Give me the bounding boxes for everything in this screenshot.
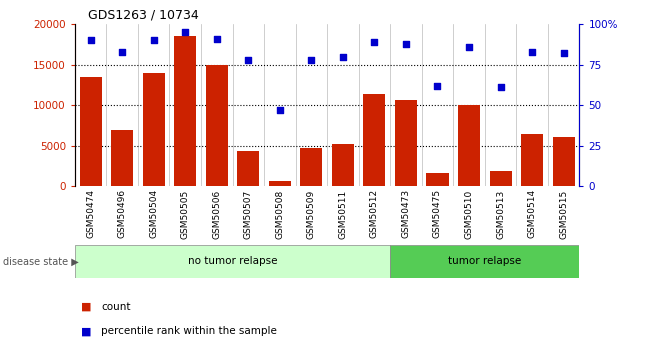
Point	[527, 49, 537, 55]
Bar	[332, 144, 354, 186]
Text: GSM50510: GSM50510	[465, 189, 473, 238]
Bar	[269, 181, 291, 186]
Bar	[426, 173, 449, 186]
Text: GSM50505: GSM50505	[181, 189, 189, 238]
Bar	[490, 171, 512, 186]
Bar	[143, 73, 165, 186]
Text: GSM50496: GSM50496	[118, 189, 127, 238]
Point	[148, 38, 159, 43]
Point	[464, 44, 474, 50]
Text: GSM50504: GSM50504	[149, 189, 158, 238]
Point	[180, 29, 191, 35]
Text: GSM50509: GSM50509	[307, 189, 316, 238]
Text: tumor relapse: tumor relapse	[448, 256, 521, 266]
Bar	[553, 137, 575, 186]
Text: GSM50507: GSM50507	[243, 189, 253, 238]
Text: disease state ▶: disease state ▶	[3, 256, 79, 266]
Text: GSM50506: GSM50506	[212, 189, 221, 238]
Bar	[206, 65, 228, 186]
Bar	[363, 94, 385, 186]
Point	[117, 49, 128, 55]
Point	[401, 41, 411, 46]
Bar	[300, 148, 322, 186]
Bar	[390, 245, 579, 278]
Text: GDS1263 / 10734: GDS1263 / 10734	[88, 9, 199, 22]
Point	[306, 57, 316, 62]
Text: GSM50511: GSM50511	[339, 189, 348, 238]
Text: GSM50512: GSM50512	[370, 189, 379, 238]
Text: GSM50508: GSM50508	[275, 189, 284, 238]
Text: GSM50513: GSM50513	[496, 189, 505, 238]
Text: GSM50474: GSM50474	[86, 189, 95, 238]
Text: GSM50514: GSM50514	[527, 189, 536, 238]
Text: ■: ■	[81, 326, 92, 336]
Point	[369, 39, 380, 45]
Point	[212, 36, 222, 41]
Text: GSM50515: GSM50515	[559, 189, 568, 238]
Text: no tumor relapse: no tumor relapse	[187, 256, 277, 266]
Point	[243, 57, 253, 62]
Point	[559, 51, 569, 56]
Text: GSM50473: GSM50473	[402, 189, 411, 238]
Point	[495, 85, 506, 90]
Bar	[237, 151, 259, 186]
Bar	[75, 245, 390, 278]
Text: GSM50475: GSM50475	[433, 189, 442, 238]
Bar	[521, 135, 543, 186]
Point	[275, 107, 285, 113]
Bar	[395, 100, 417, 186]
Point	[432, 83, 443, 89]
Bar	[79, 77, 102, 186]
Point	[85, 38, 96, 43]
Bar	[174, 36, 196, 186]
Bar	[111, 129, 133, 186]
Text: percentile rank within the sample: percentile rank within the sample	[101, 326, 277, 336]
Bar	[458, 105, 480, 186]
Point	[338, 54, 348, 59]
Text: ■: ■	[81, 302, 92, 312]
Text: count: count	[101, 302, 130, 312]
